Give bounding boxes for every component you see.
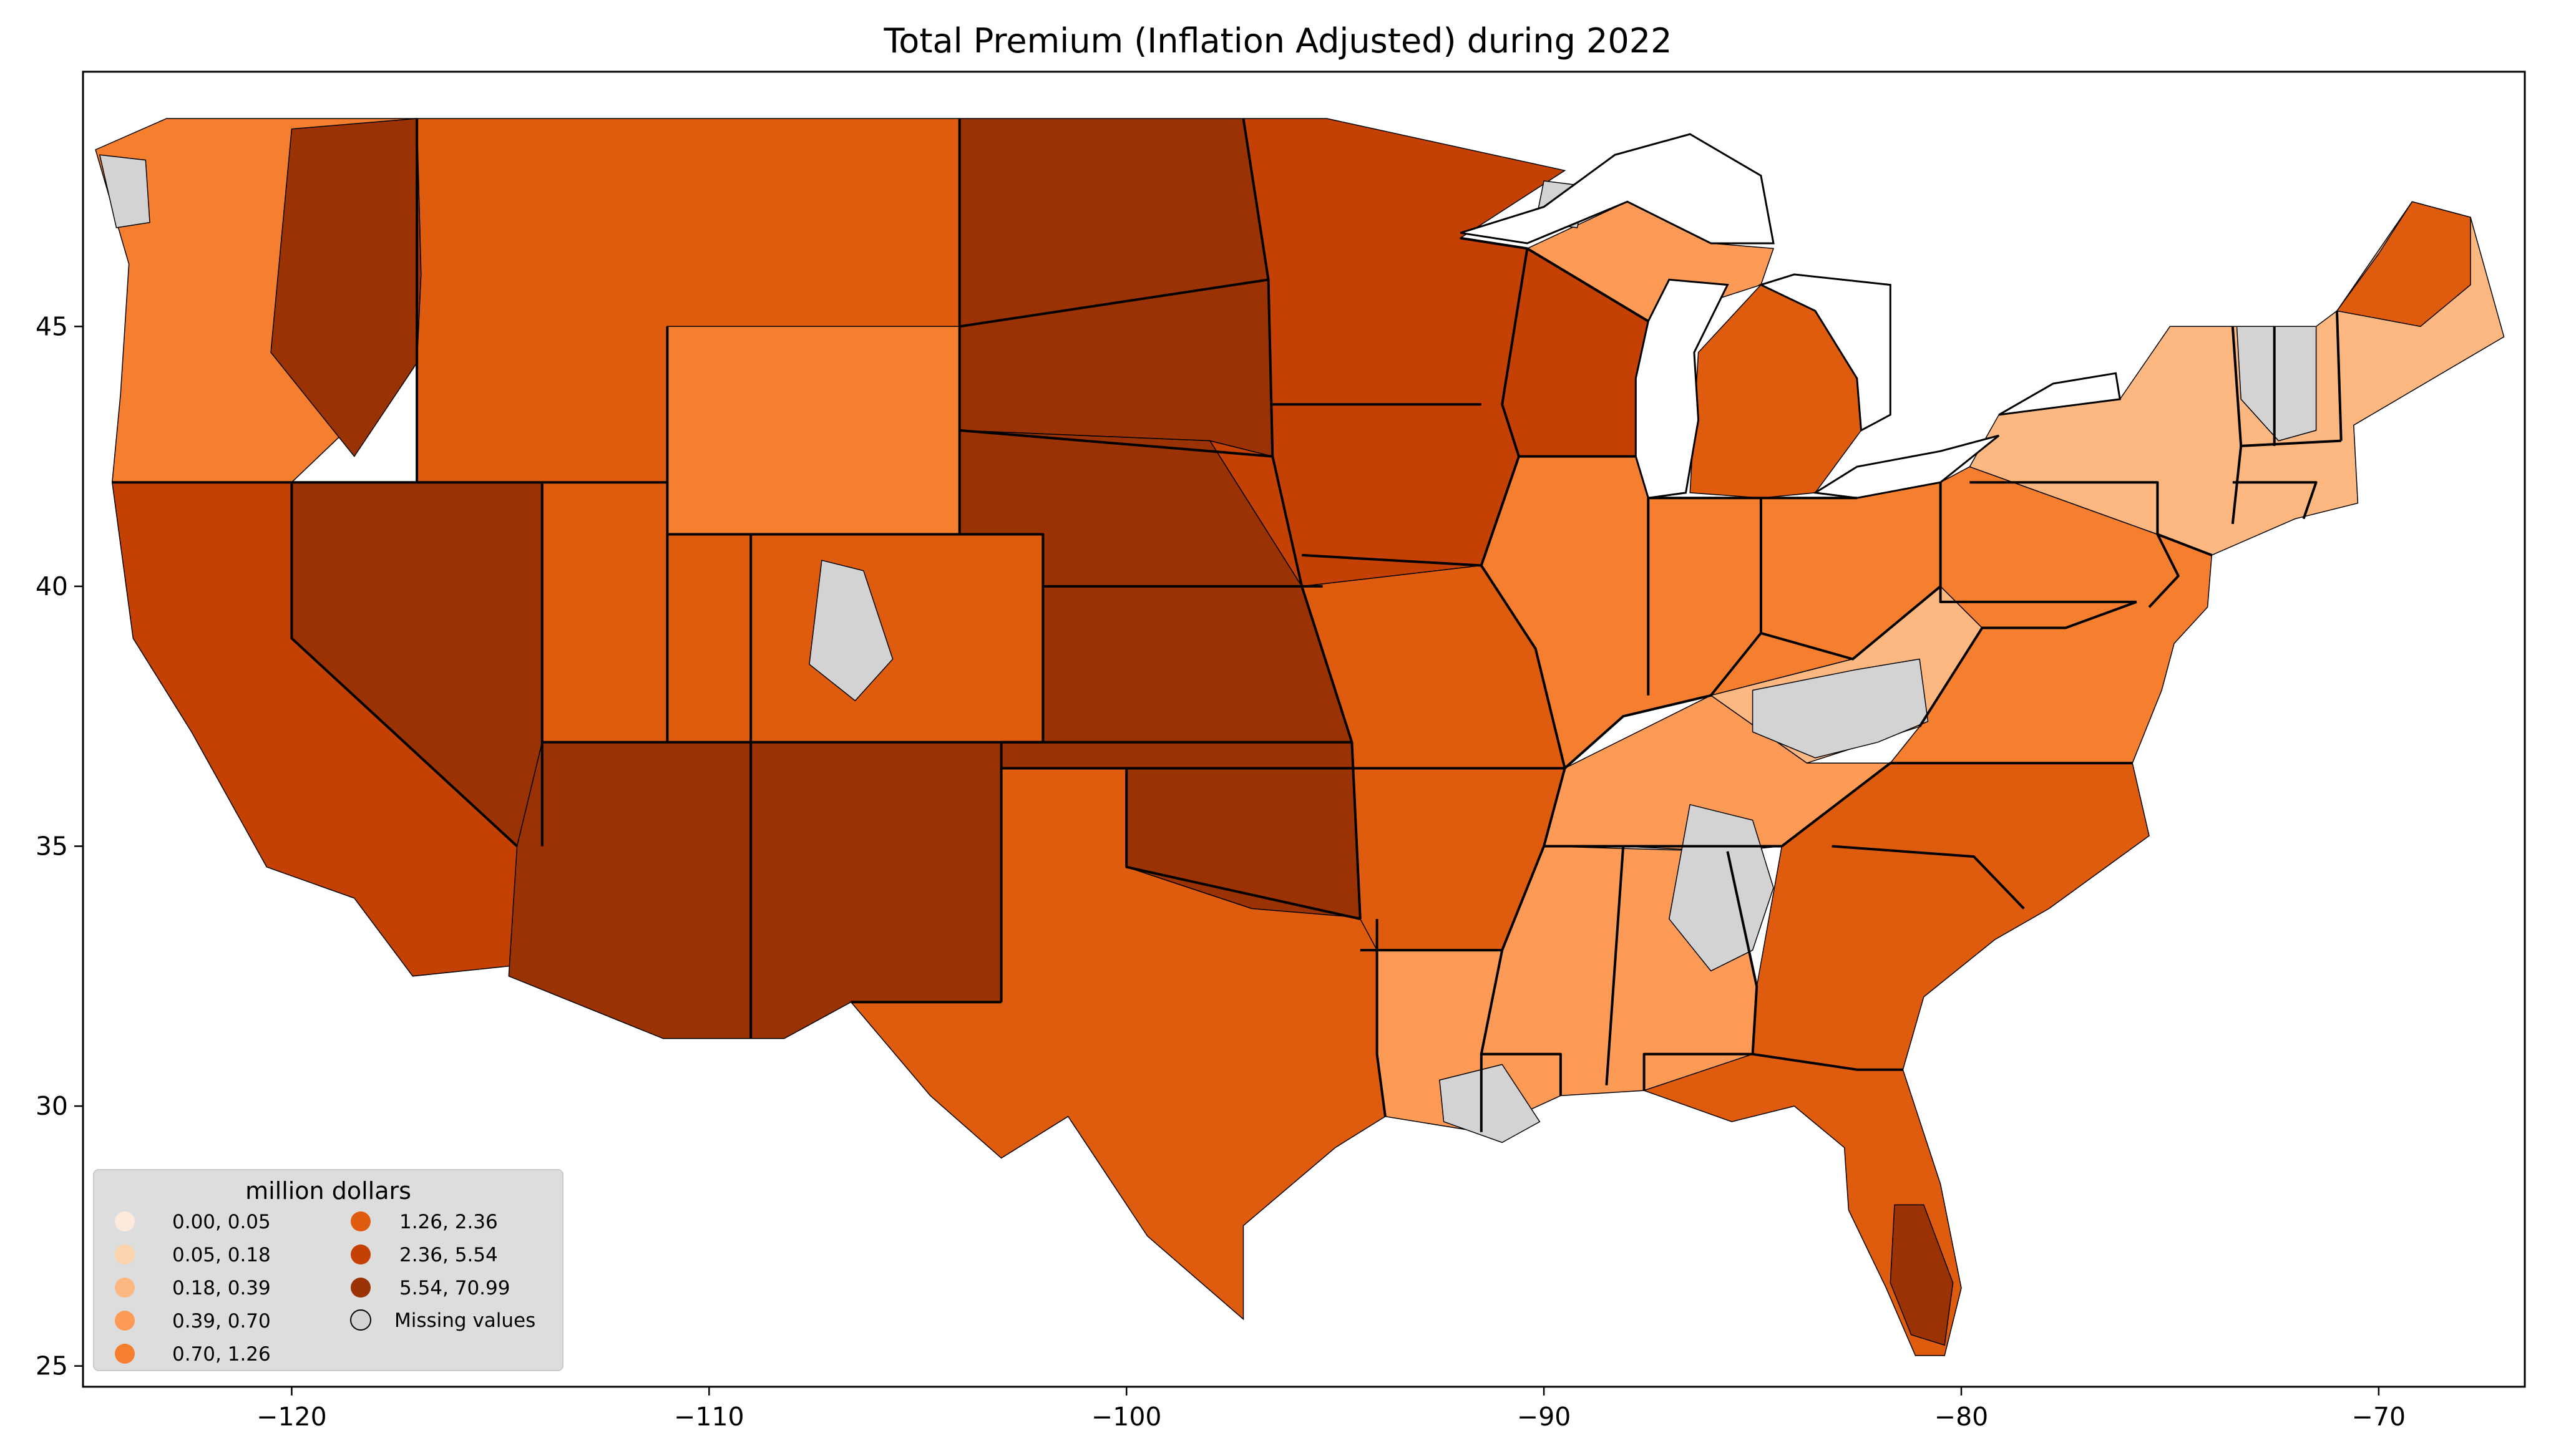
legend-missing-label: Missing values [394, 1309, 535, 1332]
legend-box [93, 1169, 563, 1371]
map-title: Total Premium (Inflation Adjusted) durin… [884, 21, 1672, 61]
state-border-42 [1501, 248, 1529, 457]
legend-swatch [115, 1278, 135, 1298]
legend-swatch [351, 1211, 371, 1231]
state-border-21 [1481, 1052, 1562, 1096]
state-border-13 [1242, 118, 1362, 920]
region-northern-plains [958, 118, 1274, 457]
water-bodies [1460, 133, 2121, 499]
legend-entry-label: 2.36, 5.54 [399, 1244, 498, 1266]
y-tick-label: 40 [36, 571, 68, 601]
water-lake-huron [1758, 273, 1891, 432]
missing-region-washington-west [99, 154, 150, 228]
state-border-32 [1939, 482, 2137, 603]
y-axis: 25 30 35 40 45 [36, 311, 83, 1381]
legend-swatch [115, 1311, 135, 1331]
region-wyoming [666, 326, 960, 535]
state-border-19 [1375, 919, 1387, 1117]
legend-swatch [115, 1211, 135, 1231]
region-maine-north [2336, 201, 2471, 328]
state-border-25 [1752, 1052, 1903, 1071]
state-border-27 [1781, 762, 2133, 848]
state-border-2 [958, 119, 1045, 1002]
water-lake-superior [1460, 133, 1775, 245]
region-desert-southwest [508, 742, 1002, 1039]
legend-entry-label: 0.70, 1.26 [172, 1343, 271, 1366]
legend-swatch [115, 1245, 135, 1264]
x-tick-label: −70 [2352, 1402, 2406, 1432]
missing-region-vermont-nh [2236, 326, 2317, 442]
state-border-14 [1125, 768, 1361, 921]
state-border-34 [1918, 601, 2137, 727]
missing-region-louisiana [1439, 1064, 1541, 1143]
state-border-37 [2241, 439, 2341, 447]
state-borders [112, 118, 2343, 1132]
state-border-11 [959, 429, 1273, 458]
state-border-28 [1564, 585, 1941, 769]
missing-region-utah-colorado [809, 560, 894, 702]
legend-entries: 0.00, 0.05 0.05, 0.18 0.18, 0.39 0.39, 0.70… [115, 1211, 510, 1366]
state-border-5 [290, 482, 518, 847]
y-tick-label: 35 [36, 831, 68, 861]
y-tick-label: 25 [36, 1351, 68, 1381]
legend-entry-label: 0.18, 0.39 [172, 1277, 271, 1299]
state-border-22 [1605, 846, 1625, 1085]
missing-regions [99, 154, 2317, 1143]
state-border-35 [2148, 533, 2180, 608]
state-border-17 [1302, 455, 1636, 567]
x-tick-label: −110 [674, 1402, 744, 1432]
legend-title: million dollars [245, 1177, 411, 1205]
legend-missing-swatch [350, 1309, 371, 1331]
x-tick-label: −120 [256, 1402, 327, 1432]
x-tick-label: −80 [1934, 1402, 1989, 1432]
state-border-40 [2336, 311, 2343, 441]
legend-entry-label: 5.54, 70.99 [399, 1277, 510, 1299]
state-border-38 [2232, 481, 2318, 520]
legend-entry-label: 1.26, 2.36 [399, 1211, 498, 1233]
legend-entry-label: 0.39, 0.70 [172, 1310, 271, 1332]
x-axis: −120 −110 −100 −90 −80 −70 [256, 1387, 2406, 1432]
legend-swatch [351, 1245, 371, 1264]
legend: million dollars 0.00, 0.05 0.05, 0.18 0.18… [93, 1169, 563, 1371]
legend-swatch [115, 1344, 135, 1364]
legend-entry-label: 0.05, 0.18 [172, 1244, 271, 1266]
water-lake-ontario [1998, 372, 2121, 416]
region-south-florida [1890, 1204, 1954, 1346]
plot-area [83, 72, 2525, 1387]
state-border-10 [959, 278, 1269, 328]
state-border-33 [1969, 481, 2213, 556]
legend-entry-label: 0.00, 0.05 [172, 1211, 271, 1233]
missing-region-kentucky-wv [1752, 658, 1929, 759]
y-tick-label: 30 [36, 1091, 68, 1121]
plot-frame [82, 70, 2526, 1388]
state-border-26 [1832, 845, 2025, 910]
x-tick-label: −100 [1091, 1402, 1162, 1432]
legend-swatch [351, 1278, 371, 1298]
water-lake-michigan [1634, 278, 1729, 499]
county-regions [95, 118, 2505, 1356]
x-tick-label: −90 [1517, 1402, 1571, 1432]
y-tick-label: 45 [36, 311, 68, 341]
